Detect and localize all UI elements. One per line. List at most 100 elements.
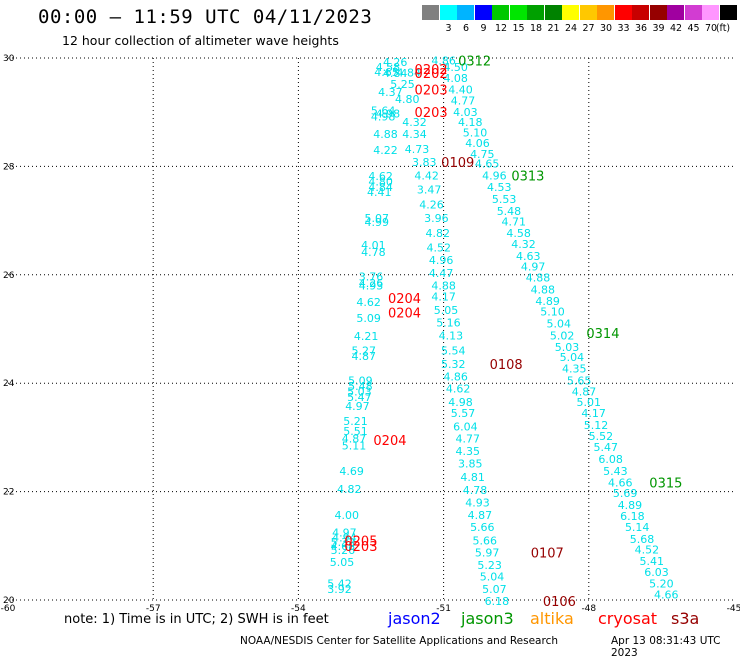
legend-swatch [632,5,649,20]
legend-swatch [527,5,544,20]
legend-swatch [597,5,614,20]
wave-height-point: 4.98 [376,107,401,120]
wave-height-point: 4.42 [414,170,439,183]
legend-unit: (ft) [715,23,731,34]
wave-height-point: 5.07 [365,212,390,225]
wave-height-point: 4.77 [451,94,476,107]
wave-height-point: 4.88 [431,280,456,293]
wave-height-point: 4.58 [376,61,401,74]
wave-height-point: 4.84 [383,67,408,80]
wave-height-point: 5.66 [470,521,495,534]
wave-height-point: 5.27 [351,345,376,358]
wave-height-point: 6.18 [620,510,645,523]
legend-swatch [474,5,492,20]
y-tick-label: 26 [3,271,15,281]
legend-swatch [562,5,579,20]
wave-height-point: 4.03 [453,106,478,119]
wave-height-point: 5.09 [356,312,381,325]
wave-height-point: 4.52 [427,242,452,255]
wave-height-point: 4.78 [463,484,488,497]
wave-height-point: 3.76 [359,270,384,283]
wave-height-point: 4.22 [373,144,398,157]
wave-height-point: 6.08 [598,453,623,466]
wave-height-point: 5.04 [480,571,505,584]
wave-height-point: 5.32 [331,536,356,549]
wave-height-point: 4.41 [367,186,392,199]
wave-height-point: 4.96 [429,254,454,267]
wave-height-point: 5.10 [463,126,488,139]
wave-height-point: 5.42 [327,578,352,591]
wave-height-point: 5.09 [348,374,373,387]
legend-label: 36 [634,23,648,34]
wave-height-point: 4.47 [429,267,454,280]
wave-height-point: 4.58 [506,227,531,240]
x-tick-label: -60 [1,604,16,614]
wave-height-point: 4.62 [368,170,393,183]
wave-height-point: 5.04 [560,351,585,364]
wave-height-point: 4.87 [342,432,367,445]
legend-label: 15 [512,23,525,34]
wave-height-point: 4.82 [337,483,362,496]
x-tick-label: -51 [436,604,451,614]
y-tick-label: 24 [3,379,15,389]
wave-height-point: 4.32 [402,116,427,129]
wave-height-point: 4.82 [426,227,451,240]
legend-label: 9 [480,23,487,34]
legend-label: 12 [494,23,508,34]
wave-height-point: 5.65 [567,374,592,387]
y-tick-label: 22 [3,488,14,498]
wave-height-point: 5.16 [436,316,461,329]
data-points: 4.264.584.654.844.845.254.374.805.644.98… [327,55,678,608]
legend-swatch [544,5,562,20]
time-label: 0204 [388,292,421,307]
wave-height-point: 4.66 [654,589,679,602]
wave-height-point: 4.86 [443,371,468,384]
wave-height-point: 5.51 [343,425,368,438]
legend-label: 70 [704,23,718,34]
time-label: 0205 [344,534,377,549]
wave-height-point: 5.11 [342,440,367,453]
wave-height-point: 5.23 [477,559,502,572]
wave-height-point: 4.97 [345,400,370,413]
legend-label: 33 [617,23,630,34]
wave-height-point: 5.05 [434,304,459,317]
wave-height-point: 4.98 [371,111,396,124]
wave-height-point: 4.52 [635,544,660,557]
wave-height-point: 4.21 [354,330,379,343]
wave-height-point: 3.96 [424,212,449,225]
wave-height-point: 4.80 [395,93,420,106]
legend-swatch [649,5,667,20]
wave-height-point: 4.84 [368,181,393,194]
wave-height-point: 5.64 [371,105,396,118]
time-label: 0202 [415,67,448,82]
wave-height-point: 4.89 [535,295,560,308]
legend-swatch [614,5,632,20]
wave-height-point: 6.18 [485,595,510,608]
satellite-altika: altika [530,609,574,628]
wave-height-point: 3.47 [417,184,442,197]
wave-height-point: 4.40 [448,83,473,96]
wave-height-point: 4.98 [448,396,473,409]
wave-height-point: 4.84 [397,67,422,80]
wave-height-point: 3.92 [327,583,352,596]
wave-height-point: 4.77 [456,432,481,445]
wave-height-point: 4.88 [526,272,551,285]
wave-height-point: 5.14 [625,521,650,534]
wave-height-point: 5.07 [482,583,507,596]
legend-label: 6 [462,23,470,34]
time-label: 0315 [649,476,682,491]
legend-label: 30 [599,23,613,34]
chart-subtitle: 12 hour collection of altimeter wave hei… [62,33,339,48]
time-label: 0204 [388,307,421,322]
wave-height-point: 3.85 [458,457,483,470]
wave-height-point: 4.73 [405,143,430,156]
wave-height-point: 4.26 [359,277,384,290]
wave-height-point: 4.94 [332,532,357,545]
wave-height-point: 5.54 [441,345,466,358]
wave-height-point: 4.97 [332,526,357,539]
time-label: 0203 [415,83,448,98]
legend-label: 24 [564,23,578,34]
satellite-jason3: jason3 [461,609,514,628]
